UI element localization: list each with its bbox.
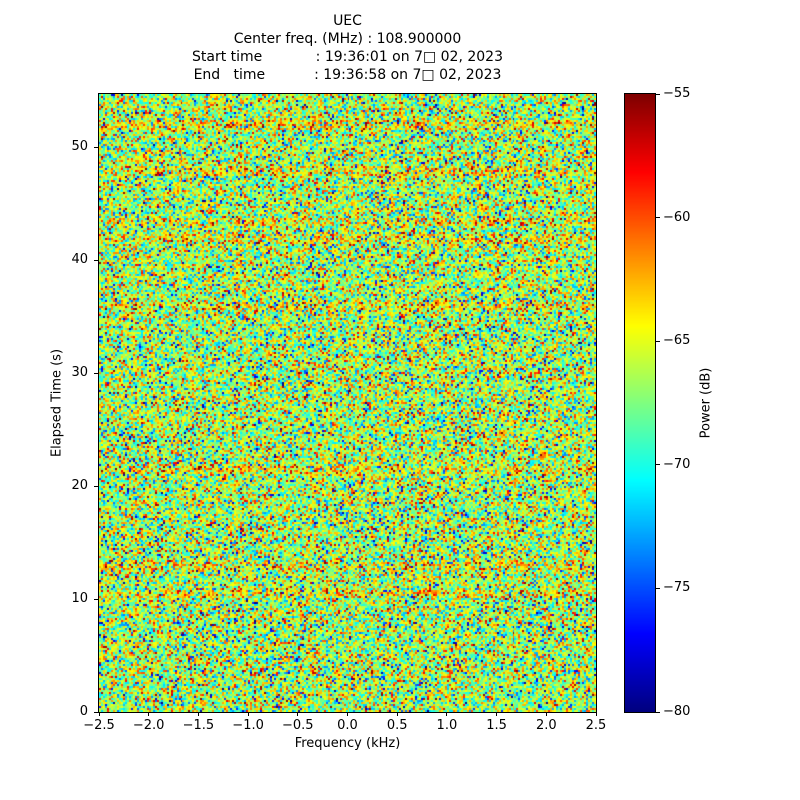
x-tick-mark [595, 712, 597, 716]
colorbar-tick-label: −70 [663, 456, 691, 472]
x-tick-mark [148, 712, 150, 716]
colorbar-tick-mark [656, 711, 660, 713]
colorbar-tick-label: −55 [663, 86, 691, 101]
colorbar-tick-label: −65 [663, 333, 691, 349]
x-tick-mark [98, 712, 100, 716]
colorbar-tick-mark [656, 587, 660, 589]
figure-header: UEC Center freq. (MHz) : 108.900000 Star… [99, 12, 596, 84]
y-tick-mark [94, 259, 98, 261]
colorbar-tick-mark [656, 217, 660, 219]
spectrogram-heatmap [99, 94, 596, 712]
colorbar-tick-mark [656, 340, 660, 342]
y-tick-label: 30 [71, 365, 88, 381]
x-tick-label: −1.5 [182, 718, 215, 733]
y-tick-mark [94, 598, 98, 600]
y-tick-mark [94, 711, 98, 713]
x-tick-mark [347, 712, 348, 716]
y-tick-label: 10 [71, 591, 88, 607]
x-tick-label: 0.0 [337, 718, 358, 733]
x-tick-mark [247, 712, 249, 716]
colorbar-tick-label: −75 [663, 580, 691, 596]
x-tick-label: −2.5 [83, 718, 115, 733]
x-tick-mark [297, 712, 299, 716]
x-tick-label: 0.5 [386, 718, 408, 733]
colorbar [625, 94, 655, 712]
x-tick-mark [197, 712, 199, 716]
y-tick-mark [94, 372, 98, 374]
y-tick-label: 20 [71, 478, 88, 494]
x-tick-mark [396, 712, 398, 716]
colorbar-label: Power (dB) [698, 367, 714, 439]
y-tick-label: 0 [79, 704, 88, 719]
x-tick-label: 1.5 [486, 718, 507, 733]
colorbar-tick-mark [656, 464, 660, 466]
colorbar-tick-label: −80 [663, 704, 691, 719]
chart-title: UEC [333, 13, 362, 29]
x-tick-label: −2.0 [132, 718, 165, 733]
y-tick-label: 50 [71, 139, 88, 155]
colorbar-tick-mark [656, 93, 660, 95]
x-tick-label: 2.5 [585, 718, 607, 733]
y-tick-mark [94, 485, 98, 487]
end-time-line: End time : 19:36:58 on 7□ 02, 2023 [193, 67, 502, 83]
start-time-line: Start time : 19:36:01 on 7□ 02, 2023 [192, 49, 503, 65]
colorbar-tick-label: −60 [663, 209, 691, 225]
x-tick-mark [545, 712, 547, 716]
x-tick-label: 2.0 [535, 718, 557, 733]
x-tick-label: 1.0 [436, 718, 458, 733]
y-tick-mark [94, 146, 98, 148]
x-tick-label: −1.0 [232, 718, 264, 733]
x-tick-label: −0.5 [282, 718, 314, 733]
y-tick-label: 40 [71, 252, 88, 268]
x-axis-label: Frequency (kHz) [294, 736, 401, 751]
center-freq-line: Center freq. (MHz) : 108.900000 [233, 31, 462, 47]
x-tick-mark [446, 712, 448, 716]
x-tick-mark [496, 712, 498, 716]
